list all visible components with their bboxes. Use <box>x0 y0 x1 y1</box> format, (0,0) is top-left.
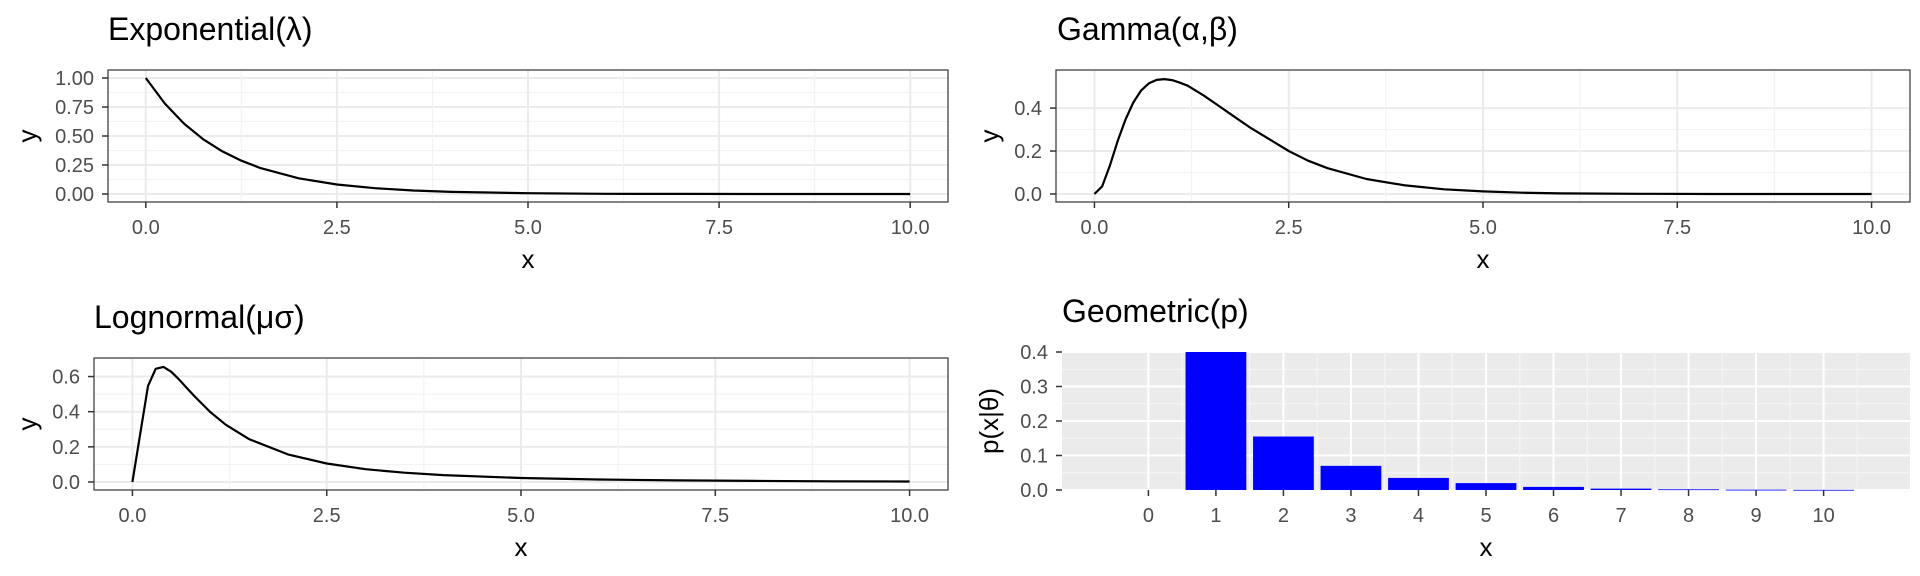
x-tick-label: 5.0 <box>507 505 535 527</box>
x-tick-label: 10.0 <box>890 505 929 527</box>
y-tick-label: 0.2 <box>1020 411 1048 433</box>
bar <box>1590 488 1652 490</box>
x-axis-label: x <box>1477 244 1490 274</box>
bar <box>1253 436 1314 490</box>
y-axis-label: y <box>974 130 1004 143</box>
y-tick-label: 0.75 <box>55 97 94 119</box>
y-axis-label: p(x|θ) <box>974 388 1004 454</box>
panel-border <box>107 69 949 203</box>
bar <box>1185 352 1247 490</box>
chart-title: Exponential(λ) <box>108 11 313 47</box>
x-axis-label: x <box>522 244 535 274</box>
x-tick-label: 9 <box>1751 505 1762 527</box>
series-line <box>1093 77 1872 196</box>
x-tick-label: 5.0 <box>1469 217 1497 239</box>
y-tick-label: 0.1 <box>1020 446 1048 468</box>
y-tick-label: 0.2 <box>52 437 80 459</box>
chart-panel-2: Lognormal(μσ) 0.0 0.2 0.4 0.6 0.0 2.5 5.0 7.5 10.… <box>12 299 949 562</box>
bar <box>1388 477 1449 490</box>
chart-panel-3: Geometric(p) 0.0 0.1 0.2 0.3 0.4 0 1 2 3 4 5 6 7 8 9 10 x… <box>974 293 1910 562</box>
x-tick-label: 1 <box>1210 505 1221 527</box>
y-tick-label: 0.50 <box>55 126 94 148</box>
x-tick-label: 0.0 <box>119 505 147 527</box>
y-tick-label: 0.0 <box>1020 480 1048 502</box>
y-tick-label: 0.4 <box>1014 98 1042 120</box>
x-axis-label: x <box>515 532 528 562</box>
y-tick-label: 0.0 <box>52 472 80 494</box>
x-tick-label: 10.0 <box>1852 217 1891 239</box>
x-tick-label: 2.5 <box>313 505 341 527</box>
chart-title: Geometric(p) <box>1062 293 1249 329</box>
x-tick-label: 5.0 <box>514 217 542 239</box>
x-tick-label: 2 <box>1278 505 1289 527</box>
panel-border <box>93 357 949 491</box>
y-tick-label: 0.6 <box>52 367 80 389</box>
y-tick-label: 1.00 <box>55 68 94 90</box>
chart-title: Lognormal(μσ) <box>94 299 305 335</box>
x-tick-label: 3 <box>1345 505 1356 527</box>
bar <box>1658 489 1719 491</box>
x-tick-label: 7.5 <box>1663 217 1691 239</box>
x-tick-label: 0.0 <box>132 217 160 239</box>
y-tick-label: 0.4 <box>1020 342 1048 364</box>
x-tick-label: 7.5 <box>701 505 729 527</box>
bar <box>1320 465 1382 490</box>
x-tick-label: 7.5 <box>705 217 733 239</box>
x-tick-label: 0 <box>1143 505 1154 527</box>
chart-title: Gamma(α,β) <box>1057 11 1238 47</box>
x-tick-label: 4 <box>1413 505 1424 527</box>
chart-panel-1: Gamma(α,β) 0.0 0.2 0.4 0.0 2.5 5.0 7.5 10.0 x y <box>974 11 1911 274</box>
x-tick-label: 2.5 <box>323 217 351 239</box>
bar <box>1455 483 1517 490</box>
bar <box>1523 486 1584 490</box>
y-axis-label: y <box>12 130 42 143</box>
x-tick-label: 2.5 <box>1275 217 1303 239</box>
y-axis-label: y <box>12 418 42 431</box>
x-tick-label: 6 <box>1548 505 1559 527</box>
y-tick-label: 0.3 <box>1020 377 1048 399</box>
y-tick-label: 0.4 <box>52 402 80 424</box>
panel-border <box>1055 69 1911 203</box>
y-tick-label: 0.0 <box>1014 184 1042 206</box>
x-tick-label: 5 <box>1480 505 1491 527</box>
y-tick-label: 0.00 <box>55 184 94 206</box>
x-tick-label: 8 <box>1683 505 1694 527</box>
chart-panel-0: Exponential(λ) 0.00 0.25 0.50 0.75 1.00 0.0 2.5… <box>12 11 949 274</box>
y-tick-label: 0.2 <box>1014 141 1042 163</box>
y-tick-label: 0.25 <box>55 155 94 177</box>
x-tick-label: 10.0 <box>891 217 930 239</box>
x-tick-label: 0.0 <box>1081 217 1109 239</box>
x-axis-label: x <box>1480 532 1493 562</box>
series-line <box>144 77 911 196</box>
x-tick-label: 7 <box>1615 505 1626 527</box>
x-tick-label: 10 <box>1812 505 1834 527</box>
series-line <box>131 365 910 483</box>
